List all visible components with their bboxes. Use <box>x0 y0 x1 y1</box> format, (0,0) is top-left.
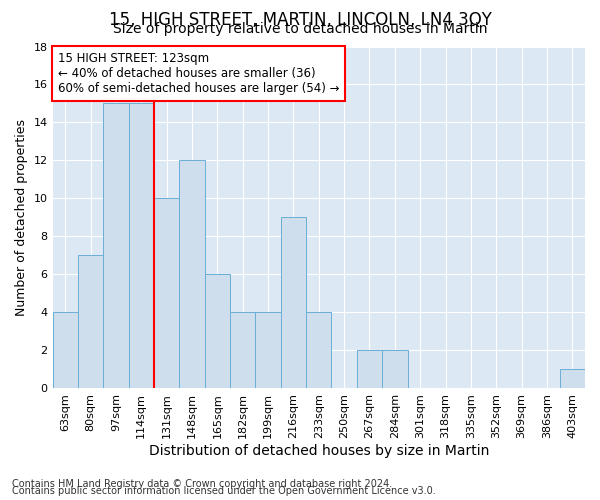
Text: Contains HM Land Registry data © Crown copyright and database right 2024.: Contains HM Land Registry data © Crown c… <box>12 479 392 489</box>
Bar <box>281 217 306 388</box>
Bar <box>205 274 230 388</box>
Text: Size of property relative to detached houses in Martin: Size of property relative to detached ho… <box>113 22 487 36</box>
Text: 15 HIGH STREET: 123sqm
← 40% of detached houses are smaller (36)
60% of semi-det: 15 HIGH STREET: 123sqm ← 40% of detached… <box>58 52 340 94</box>
X-axis label: Distribution of detached houses by size in Martin: Distribution of detached houses by size … <box>149 444 489 458</box>
Bar <box>357 350 382 388</box>
Bar <box>103 104 128 388</box>
Bar <box>53 312 78 388</box>
Bar <box>256 312 281 388</box>
Bar <box>560 369 585 388</box>
Text: 15, HIGH STREET, MARTIN, LINCOLN, LN4 3QY: 15, HIGH STREET, MARTIN, LINCOLN, LN4 3Q… <box>109 11 491 29</box>
Bar <box>179 160 205 388</box>
Bar <box>306 312 331 388</box>
Bar <box>128 104 154 388</box>
Text: Contains public sector information licensed under the Open Government Licence v3: Contains public sector information licen… <box>12 486 436 496</box>
Bar <box>230 312 256 388</box>
Bar <box>154 198 179 388</box>
Bar <box>382 350 407 388</box>
Bar <box>78 255 103 388</box>
Y-axis label: Number of detached properties: Number of detached properties <box>15 118 28 316</box>
